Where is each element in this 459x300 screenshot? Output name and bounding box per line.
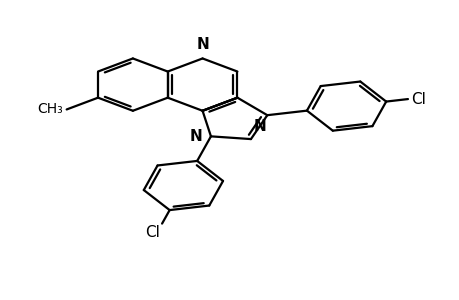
Text: CH₃: CH₃ <box>37 103 63 116</box>
Text: N: N <box>253 119 265 134</box>
Text: Cl: Cl <box>410 92 425 106</box>
Text: N: N <box>190 129 202 144</box>
Text: Cl: Cl <box>145 225 159 240</box>
Text: N: N <box>196 37 208 52</box>
